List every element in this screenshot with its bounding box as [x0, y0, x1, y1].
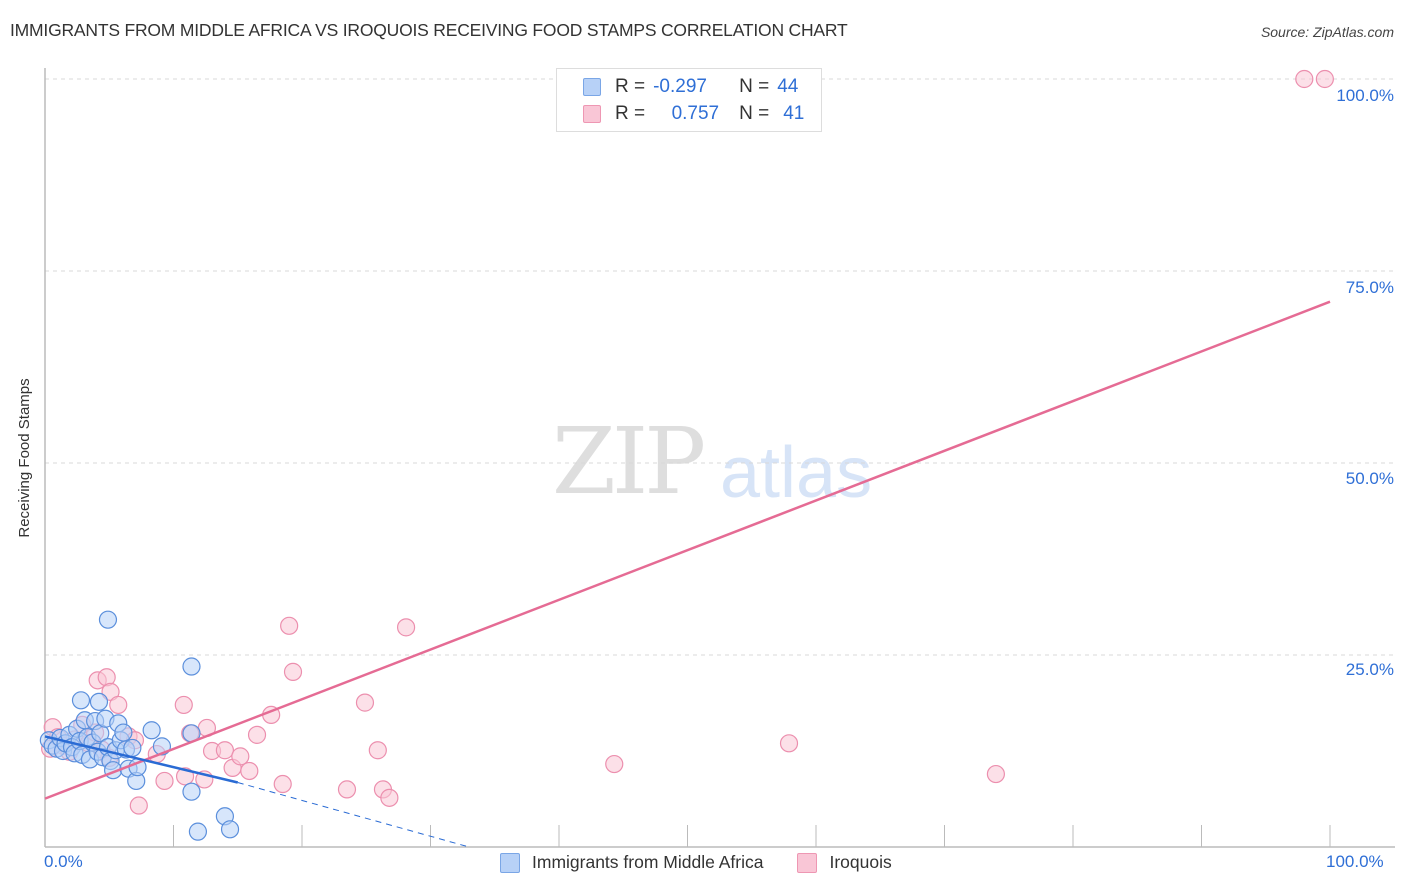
data-point: [182, 782, 201, 801]
data-point: [605, 754, 624, 774]
trend-extension-immigrants: [237, 782, 470, 848]
series-immigrants-middle-africa: [39, 610, 240, 841]
n-value: 44: [777, 76, 799, 97]
chart-title: IMMIGRANTS FROM MIDDLE AFRICA VS IROQUOI…: [10, 20, 848, 40]
data-point: [1315, 69, 1334, 89]
y-tick-25: 25.0%: [1345, 660, 1394, 679]
data-point: [220, 820, 240, 839]
n-value: 41: [783, 103, 805, 124]
data-point: [174, 695, 193, 715]
series-iroquois: [41, 69, 1334, 815]
data-point: [280, 616, 299, 635]
data-point: [129, 796, 148, 815]
trend-lines: [44, 300, 1331, 848]
data-point: [283, 662, 303, 681]
stats-row-immigrants: R = -0.297 N = 44: [583, 75, 798, 99]
data-point: [247, 725, 267, 744]
data-point: [188, 822, 208, 841]
data-point: [396, 618, 416, 637]
data-point: [155, 771, 174, 791]
data-point: [89, 692, 109, 711]
r-value: 0.757: [671, 103, 720, 124]
data-point: [71, 691, 91, 710]
data-point: [273, 774, 292, 794]
data-point: [368, 741, 387, 760]
data-point: [1295, 69, 1314, 89]
x-tick-0: 0.0%: [44, 852, 83, 871]
data-point: [380, 788, 399, 807]
legend-item-iroquois[interactable]: Iroquois: [797, 852, 892, 873]
grid: [45, 78, 1395, 656]
watermark-zip: ZIP: [552, 408, 706, 515]
y-axis-label: Receiving Food Stamps: [16, 378, 33, 538]
trend-line-iroquois: [44, 300, 1331, 800]
data-point: [215, 741, 234, 760]
pink-swatch-icon: [583, 105, 601, 123]
data-point: [337, 780, 357, 799]
watermark-atlas: atlas: [720, 433, 873, 513]
series-legend: Immigrants from Middle Africa Iroquois: [500, 852, 926, 873]
legend-item-immigrants[interactable]: Immigrants from Middle Africa: [500, 852, 763, 873]
data-point: [142, 721, 161, 740]
stats-row-iroquois: R = 0.757 N = 41: [583, 102, 804, 126]
stats-legend: R = -0.297 N = 44 R = 0.757 N = 41: [556, 68, 822, 132]
data-point: [779, 734, 799, 753]
data-point: [123, 738, 142, 758]
blue-swatch-icon: [583, 78, 601, 96]
axes: [44, 68, 1395, 848]
n-label: N =: [739, 103, 770, 124]
data-point: [114, 723, 133, 742]
data-point: [355, 693, 375, 712]
y-tick-50: 50.0%: [1345, 469, 1394, 488]
legend-label: Iroquois: [829, 852, 892, 872]
r-label: R =: [615, 103, 646, 124]
data-point: [182, 657, 201, 676]
r-label: R =: [615, 76, 646, 97]
source-credit: Source: ZipAtlas.com: [1260, 24, 1394, 40]
data-point: [98, 610, 118, 629]
trend-line-immigrants: [44, 735, 239, 784]
legend-label: Immigrants from Middle Africa: [532, 852, 764, 872]
pink-swatch-icon: [797, 852, 818, 873]
data-point: [986, 764, 1006, 784]
y-tick-100: 100.0%: [1336, 86, 1394, 105]
data-point: [240, 761, 259, 781]
r-value: -0.297: [653, 76, 707, 97]
blue-swatch-icon: [500, 852, 520, 873]
y-tick-75: 75.0%: [1345, 278, 1394, 297]
data-point: [109, 695, 128, 715]
n-label: N =: [739, 76, 770, 97]
x-tick-100: 100.0%: [1326, 852, 1384, 871]
data-point: [231, 747, 250, 766]
